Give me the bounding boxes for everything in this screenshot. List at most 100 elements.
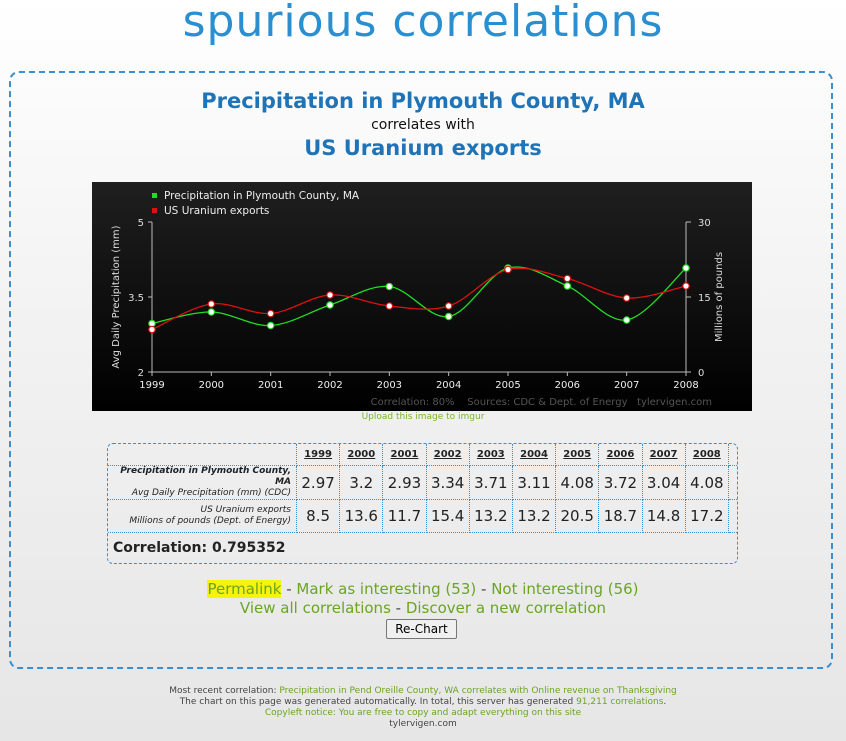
legend-swatch: [152, 193, 157, 198]
recent-correlation-link[interactable]: Precipitation in Pend Oreille County, WA…: [279, 686, 677, 696]
data-point: [444, 312, 453, 321]
data-point: [682, 264, 690, 272]
y-axis-title-right: Millions of pounds: [714, 252, 725, 342]
data-point: [148, 325, 156, 334]
table-cell: 3.71: [469, 466, 513, 500]
table-cell: 13.2: [469, 500, 513, 533]
table-row: Precipitation in Plymouth County, MA Avg…: [108, 466, 737, 500]
table-cell: 20.5: [556, 500, 600, 533]
permalink-link[interactable]: Permalink: [207, 580, 282, 598]
year-header-cell: 2007: [642, 444, 686, 466]
recent-correlation-line: Most recent correlation: Precipitation i…: [0, 686, 846, 697]
y-tick-label-left: 2: [138, 368, 144, 379]
footer-site[interactable]: tylervigen.com: [389, 719, 457, 729]
year-header-cell: 2003: [469, 444, 513, 466]
generated-prefix: The chart on this page was generated aut…: [179, 697, 577, 707]
table-cell: 2.93: [383, 466, 427, 500]
link-separator: -: [281, 580, 297, 598]
variable-b-title: US Uranium exports: [304, 136, 542, 160]
data-point: [563, 282, 572, 290]
data-point: [563, 274, 572, 283]
action-links: Permalink - Mark as interesting (53) - N…: [0, 580, 846, 598]
site-logo[interactable]: spurious correlations: [182, 0, 664, 47]
table-cell: 4.08: [556, 466, 600, 500]
data-point: [444, 302, 453, 310]
y-tick-label-left: 3.5: [128, 293, 144, 304]
table-cell: 2.97: [297, 466, 341, 500]
not-interesting-link[interactable]: Not interesting (56): [491, 580, 639, 598]
correlation-value: Correlation: 0.795352: [113, 540, 286, 556]
year-header-cell: 2000: [340, 444, 384, 466]
table-cell: 8.5: [297, 500, 341, 533]
year-header-cell: 2005: [556, 444, 600, 466]
chart-credit: Correlation: 80% Sources: CDC & Dept. of…: [371, 397, 712, 408]
data-point: [385, 302, 394, 310]
chart-svg: 5 3.5 2 30 15 0 1999 2000 2001 2002 2003 2004 2005 20…: [111, 190, 725, 408]
data-point: [207, 308, 216, 316]
table-cell: 4.08: [685, 466, 729, 500]
x-tick-label: 2000: [199, 380, 224, 391]
data-point: [326, 291, 334, 299]
table-cell: 13.6: [340, 500, 384, 533]
correlation-chart: 5 3.5 2 30 15 0 1999 2000 2001 2002 2003 2004 2005 20…: [92, 182, 752, 411]
row-label-name: Precipitation in Plymouth County, MA: [120, 466, 291, 487]
data-point: [504, 265, 512, 274]
data-point: [622, 294, 631, 302]
table-cell: 3.2: [340, 466, 384, 500]
row-label-name: US Uranium exports: [200, 505, 291, 515]
data-point: [207, 300, 216, 308]
y-tick-label-right: 0: [698, 368, 704, 379]
x-tick-label: 2008: [673, 380, 698, 391]
correlation-row: Correlation: 0.795352: [108, 533, 737, 563]
legend-label: Precipitation in Plymouth County, MA: [164, 190, 360, 202]
link-separator: -: [390, 599, 406, 617]
x-tick-label: 2004: [436, 380, 461, 391]
table-cell: 18.7: [599, 500, 643, 533]
series-line: [151, 266, 687, 327]
data-table: 1999 2000 2001 2002 2003 2004 2005 2006 2007 2008…: [107, 443, 738, 564]
x-tick-label: 2005: [495, 380, 520, 391]
table-cell: 3.72: [599, 466, 643, 500]
year-header-cell: 2004: [512, 444, 557, 466]
y-tick-label-left: 5: [138, 218, 144, 229]
series-line: [151, 267, 687, 331]
view-all-link[interactable]: View all correlations: [239, 599, 391, 617]
y-axis-title-left: Avg Daily Precipitation (mm): [111, 225, 122, 368]
content-panel: [9, 71, 833, 669]
year-header-cell: 2006: [599, 444, 643, 466]
discover-link[interactable]: Discover a new correlation: [405, 599, 607, 617]
legend-swatch: [152, 208, 157, 213]
x-tick-label: 2003: [377, 380, 402, 391]
year-header-cell: 2002: [426, 444, 470, 466]
year-header-row: 1999 2000 2001 2002 2003 2004 2005 2006 2007 2008: [108, 444, 737, 466]
x-tick-label: 1999: [139, 380, 164, 391]
year-header-cell: 1999: [297, 444, 341, 466]
upload-imgur-link[interactable]: Upload this image to imgur: [361, 412, 485, 422]
data-point: [266, 309, 275, 318]
variable-a-title: Precipitation in Plymouth County, MA: [201, 89, 645, 113]
navigation-links: View all correlations - Discover a new c…: [0, 599, 846, 617]
table-cell: 15.4: [426, 500, 470, 533]
copyleft-notice[interactable]: Copyleft notice: You are free to copy an…: [264, 708, 582, 718]
table-pad-cell: [729, 466, 737, 500]
table-cell: 3.04: [642, 466, 686, 500]
mark-interesting-link[interactable]: Mark as interesting (53): [296, 580, 477, 598]
x-tick-label: 2001: [258, 380, 283, 391]
x-tick-label: 2002: [317, 380, 342, 391]
table-corner: [108, 444, 297, 466]
year-header-cell: 2001: [383, 444, 427, 466]
data-point: [622, 316, 631, 324]
year-header-cell: 2008: [685, 444, 729, 466]
table-cell: 17.2: [685, 500, 729, 533]
rechart-button[interactable]: Re-Chart: [386, 619, 457, 639]
generated-count-link[interactable]: 91,211 correlations: [576, 697, 664, 707]
data-point: [385, 282, 394, 291]
table-cell: 3.11: [512, 466, 557, 500]
table-cell: 13.2: [512, 500, 557, 533]
y-tick-label-right: 30: [698, 218, 711, 229]
table-cell: 3.34: [426, 466, 470, 500]
x-tick-label: 2006: [555, 380, 580, 391]
table-row: US Uranium exports Millions of pounds (D…: [108, 500, 737, 533]
table-cell: 14.8: [642, 500, 686, 533]
table-cell: 11.7: [383, 500, 427, 533]
